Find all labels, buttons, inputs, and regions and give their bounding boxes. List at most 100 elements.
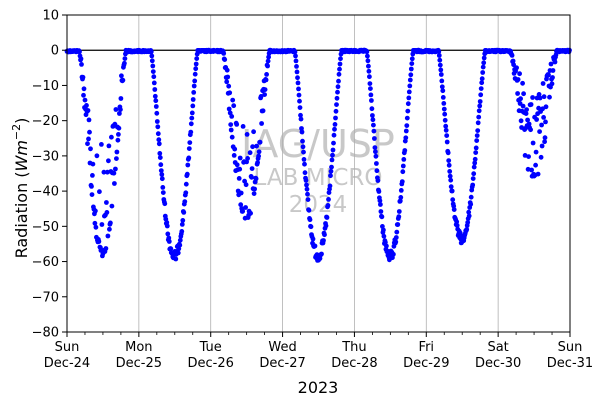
- data-point: [481, 55, 487, 61]
- data-point: [180, 218, 186, 223]
- data-point: [475, 128, 481, 134]
- data-point: [446, 158, 452, 164]
- data-point: [118, 96, 124, 101]
- data-point: [190, 97, 196, 102]
- data-point: [82, 97, 88, 103]
- data-point: [543, 119, 548, 125]
- data-point: [262, 92, 267, 97]
- data-point: [312, 243, 318, 249]
- data-point: [194, 56, 200, 61]
- data-point: [510, 58, 516, 64]
- x-tick-date: Dec-31: [547, 356, 593, 371]
- data-point: [451, 203, 457, 209]
- data-point: [378, 202, 383, 207]
- data-point: [474, 133, 480, 139]
- y-tick-label: −30: [32, 149, 59, 164]
- data-point: [476, 108, 482, 114]
- y-tick-label: −20: [32, 114, 59, 129]
- data-point: [440, 95, 446, 100]
- y-tick-label: −10: [32, 79, 59, 94]
- data-point: [379, 214, 385, 220]
- data-point: [259, 121, 264, 126]
- data-point: [515, 91, 520, 96]
- data-point: [192, 78, 198, 84]
- data-point: [300, 144, 306, 150]
- data-point: [446, 162, 452, 168]
- data-point: [466, 209, 472, 215]
- data-point: [541, 115, 546, 120]
- data-point: [552, 59, 558, 65]
- data-point: [230, 97, 236, 103]
- data-point: [295, 75, 300, 81]
- data-point: [300, 138, 305, 144]
- data-point: [162, 201, 168, 207]
- data-point: [404, 123, 410, 128]
- data-point: [330, 147, 336, 153]
- data-point: [120, 77, 126, 83]
- data-point: [408, 72, 414, 78]
- data-point: [224, 79, 230, 85]
- data-point: [297, 98, 302, 104]
- data-point: [546, 72, 551, 78]
- data-point: [472, 156, 478, 162]
- data-point: [395, 222, 401, 227]
- data-point: [369, 106, 375, 112]
- data-point: [445, 150, 451, 156]
- data-point: [188, 121, 194, 127]
- y-tick-label: −40: [32, 185, 59, 200]
- data-point: [443, 123, 449, 129]
- data-point: [257, 139, 263, 145]
- data-point: [399, 179, 405, 185]
- data-point: [450, 197, 456, 203]
- data-point: [470, 176, 476, 182]
- data-point: [536, 92, 542, 97]
- data-point: [328, 168, 334, 174]
- data-point: [244, 132, 250, 137]
- data-point: [238, 190, 244, 196]
- data-point: [534, 117, 539, 122]
- data-point: [464, 227, 470, 232]
- data-point: [370, 117, 376, 123]
- data-point: [537, 129, 542, 135]
- data-point: [117, 111, 122, 116]
- data-point: [122, 60, 127, 66]
- data-point: [107, 226, 112, 232]
- data-point: [265, 63, 270, 69]
- x-tick-date: Dec-24: [44, 356, 90, 371]
- data-point: [231, 103, 237, 109]
- data-point: [397, 198, 403, 204]
- data-point: [441, 106, 447, 112]
- data-point: [380, 224, 385, 229]
- data-point: [321, 238, 326, 243]
- data-point: [409, 56, 415, 62]
- data-point: [79, 62, 84, 67]
- data-point: [97, 189, 102, 195]
- data-point: [394, 229, 400, 235]
- data-point: [225, 74, 231, 80]
- data-point: [78, 56, 84, 62]
- data-point: [370, 113, 375, 118]
- data-point: [296, 92, 302, 98]
- data-point: [112, 181, 117, 186]
- data-point: [396, 214, 402, 220]
- data-point: [256, 149, 262, 155]
- data-point: [409, 61, 415, 66]
- data-point: [333, 115, 338, 121]
- data-point: [550, 68, 556, 73]
- data-point: [240, 124, 246, 129]
- data-point: [148, 49, 154, 55]
- data-point: [330, 152, 335, 158]
- data-point: [528, 127, 533, 133]
- data-point: [89, 184, 94, 189]
- data-point: [228, 122, 234, 127]
- data-point: [333, 108, 339, 114]
- data-point: [263, 77, 269, 83]
- data-point: [192, 71, 198, 77]
- data-point: [405, 101, 411, 107]
- data-point: [477, 99, 483, 104]
- data-point: [374, 168, 380, 174]
- x-tick-date: Dec-26: [188, 356, 234, 371]
- x-tick-day: Sun: [55, 340, 80, 355]
- data-point: [540, 81, 546, 86]
- data-point: [468, 201, 474, 207]
